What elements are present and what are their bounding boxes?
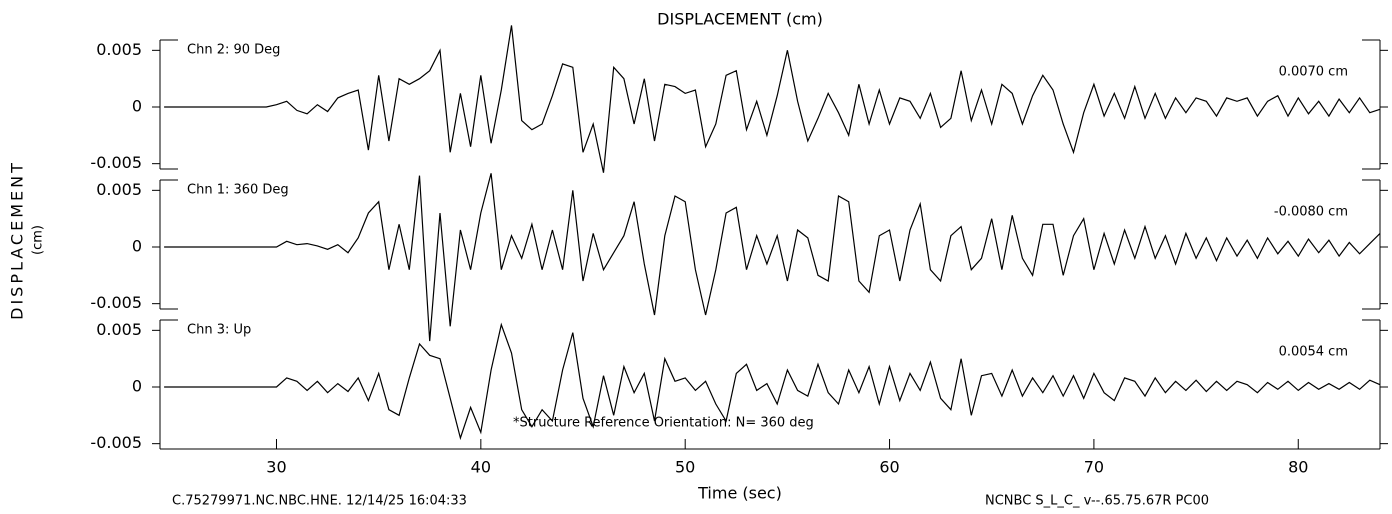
- x-tick-label: 50: [675, 458, 695, 477]
- x-tick-label: 70: [1084, 458, 1104, 477]
- x-axis-label: Time (sec): [697, 484, 782, 503]
- channel-label: Chn 1: 360 Deg: [187, 183, 289, 198]
- y-tick-label: -0.005: [90, 293, 142, 312]
- channel-label: Chn 3: Up: [187, 323, 251, 338]
- y-tick-label: -0.005: [90, 433, 142, 452]
- trace: [164, 322, 1381, 441]
- y-tick-label: 0.005: [96, 320, 142, 339]
- x-tick-label: 60: [879, 458, 899, 477]
- peak-label: -0.0080 cm: [1274, 205, 1348, 220]
- peak-label: 0.0054 cm: [1279, 345, 1348, 360]
- y-tick-label: 0.005: [96, 180, 142, 199]
- y-tick-label: -0.005: [90, 153, 142, 172]
- footer-left: C.75279971.NC.NBC.HNE. 12/14/25 16:04:33: [172, 494, 467, 509]
- y-tick-label: 0: [132, 237, 142, 256]
- x-tick-label: 80: [1288, 458, 1308, 477]
- footer-right: NCNBC S_L_C_ v--.65.75.67R PC00: [985, 494, 1209, 509]
- x-tick-label: 40: [471, 458, 491, 477]
- y-tick-label: 0: [132, 377, 142, 396]
- chart-title: DISPLACEMENT (cm): [657, 10, 823, 29]
- y-tick-label: 0.005: [96, 40, 142, 59]
- y-axis-unit: (cm): [31, 225, 46, 255]
- x-tick-label: 30: [266, 458, 286, 477]
- trace: [164, 25, 1381, 173]
- note: *Structure Reference Orientation: N= 360…: [513, 416, 814, 431]
- trace: [164, 173, 1381, 342]
- peak-label: 0.0070 cm: [1279, 65, 1348, 80]
- y-axis-label: DISPLACEMENT: [8, 160, 27, 320]
- y-tick-label: 0: [132, 97, 142, 116]
- channel-label: Chn 2: 90 Deg: [187, 43, 280, 58]
